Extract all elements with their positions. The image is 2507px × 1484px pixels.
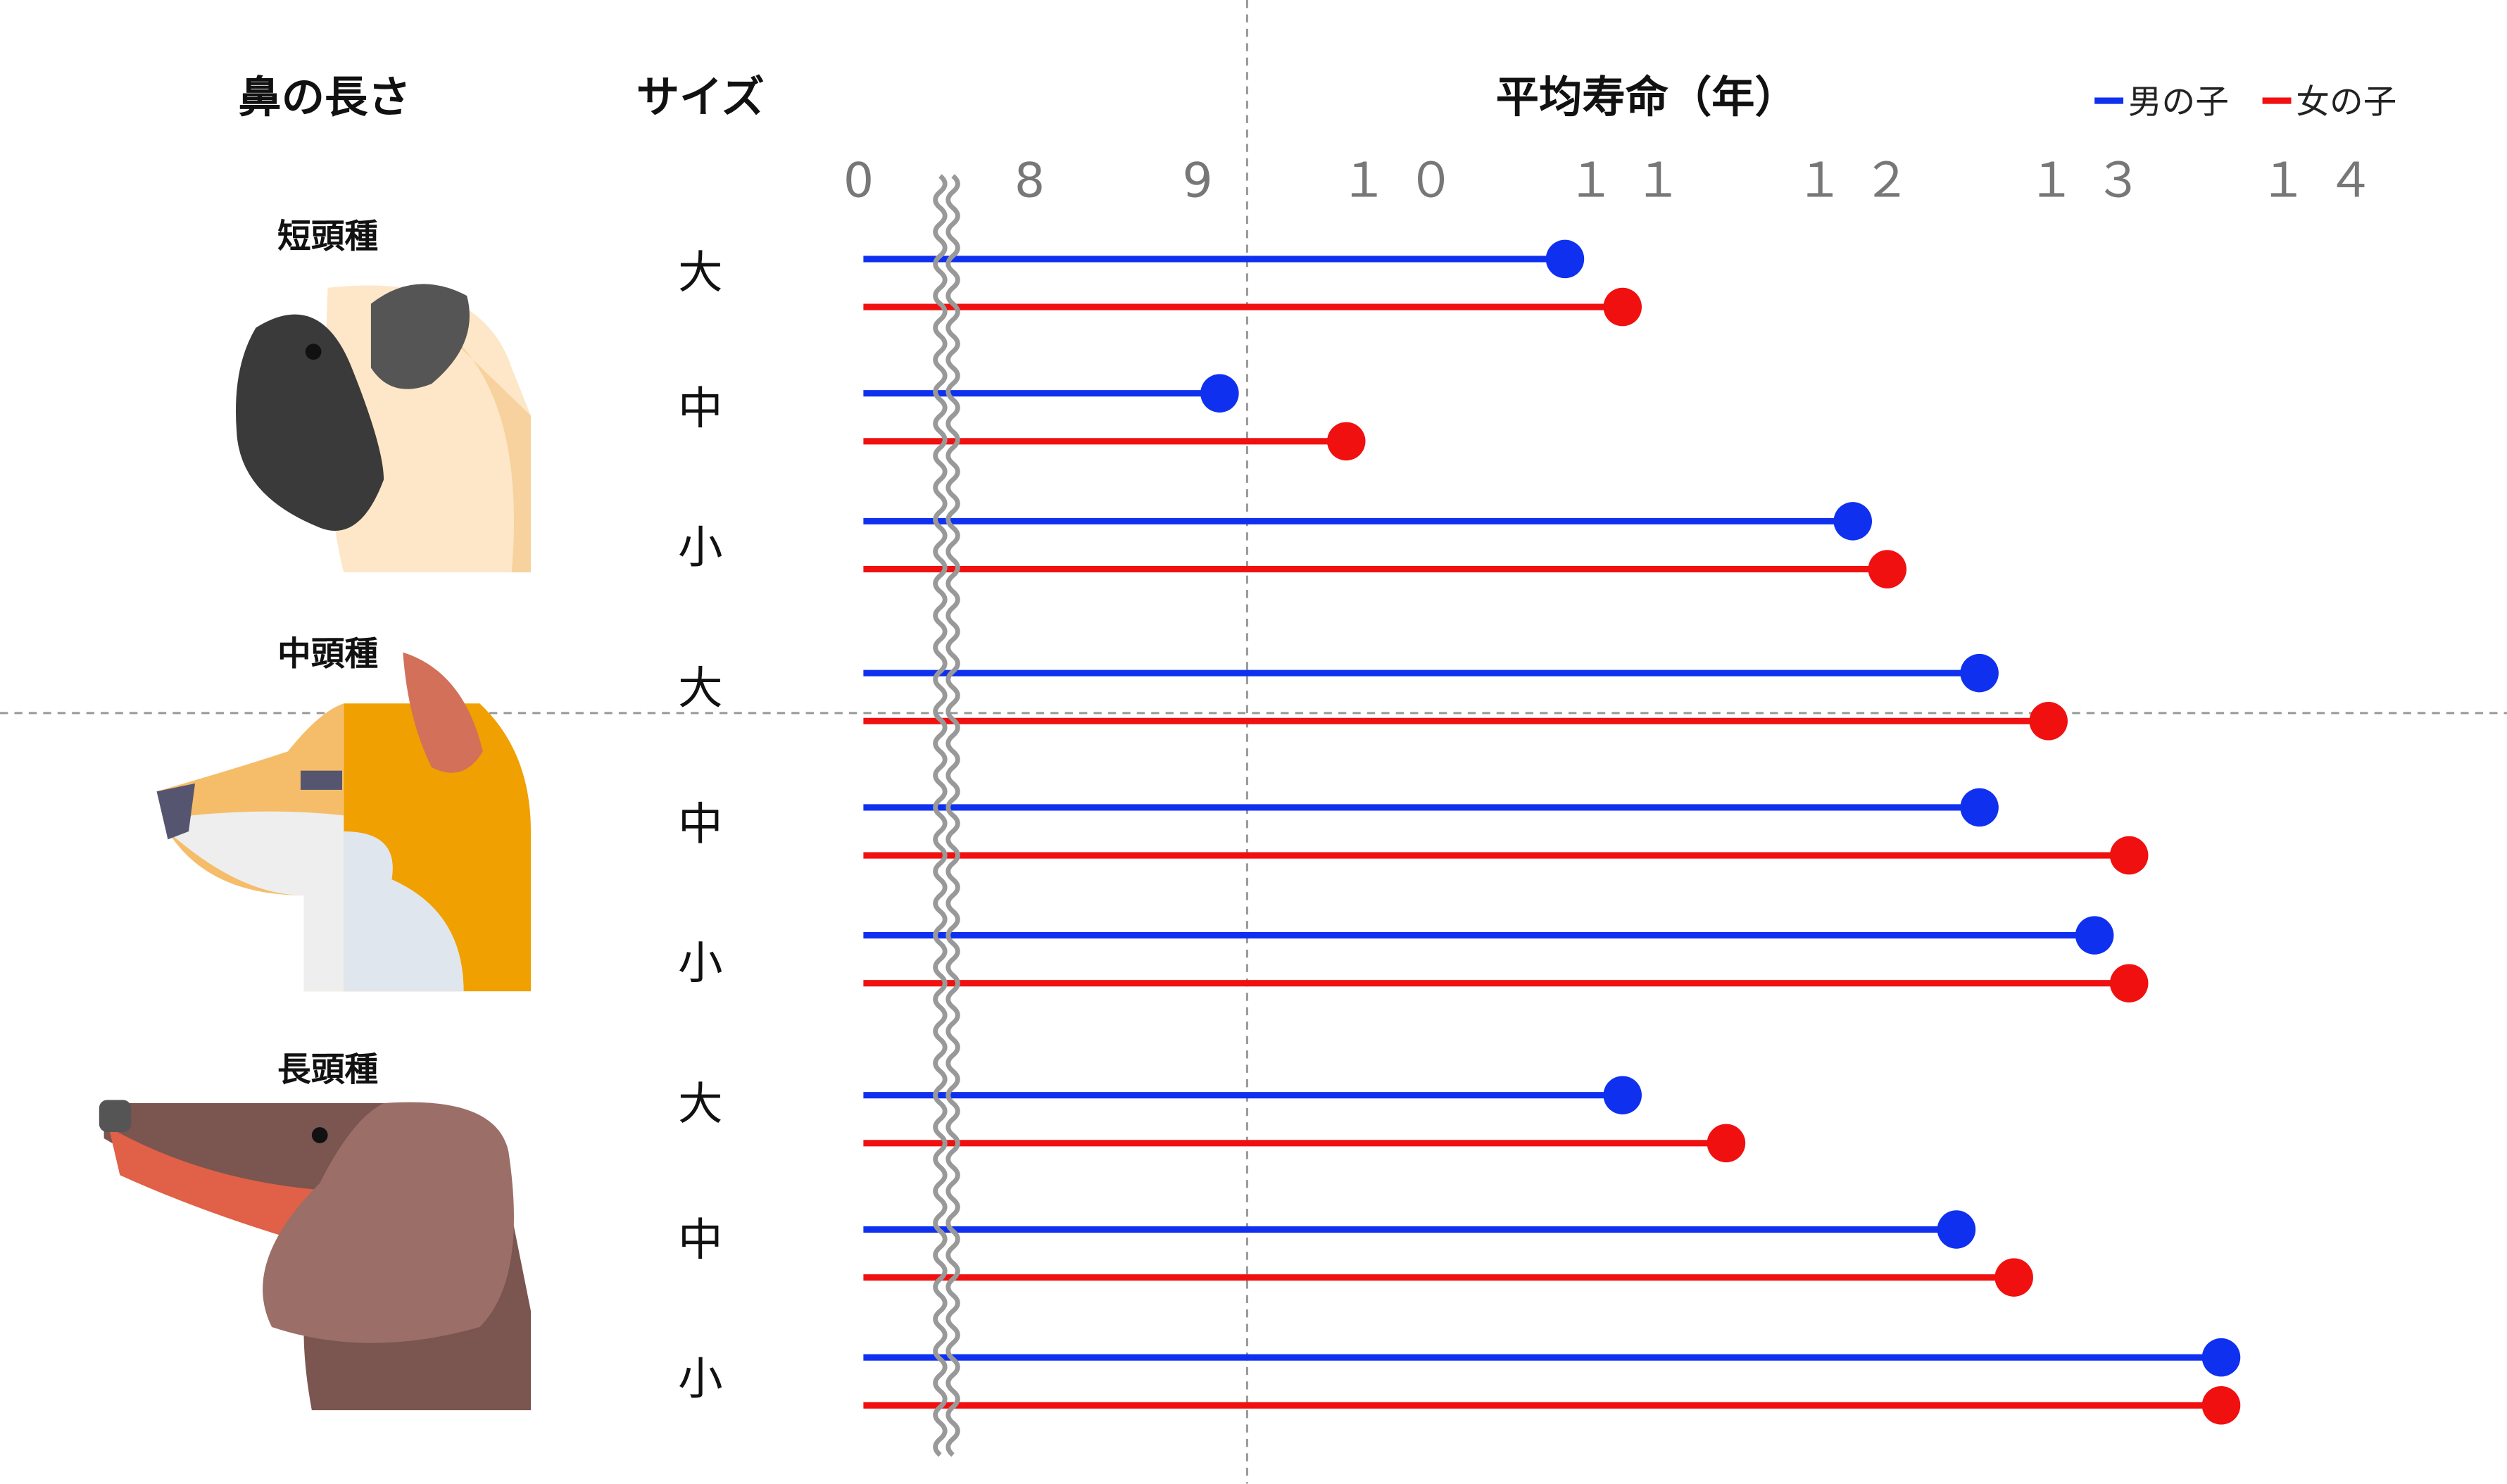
male-lollipop-point <box>1960 788 1999 827</box>
legend-label-female: 女の子 <box>2296 83 2396 122</box>
female-lollipop-point <box>2201 1386 2241 1425</box>
x-tick-label: １２ <box>1795 153 1930 208</box>
female-lollipop-point <box>1327 422 1366 461</box>
male-lollipop-point <box>1200 374 1239 413</box>
axis-break-line <box>933 174 948 1457</box>
chart-title: 平均寿命（年） <box>1496 73 1798 122</box>
long-nose-dog-icon <box>99 1100 532 1411</box>
male-lollipop-point <box>1960 653 1999 693</box>
header-size: サイズ <box>636 73 765 122</box>
x-tick-label: １１ <box>1567 153 1702 208</box>
medium-nose-dog-icon <box>156 652 532 992</box>
female-lollipop-point <box>1868 550 1907 589</box>
size-label: 大 <box>678 662 723 714</box>
male-lollipop-point <box>1937 1210 1976 1249</box>
size-label: 小 <box>678 521 723 573</box>
size-label: 大 <box>678 1078 723 1130</box>
group-label-medium: 中頭種 <box>277 635 378 674</box>
short-nose-dog-icon <box>235 284 532 573</box>
female-lollipop-point <box>1603 287 1642 327</box>
female-lollipop-point <box>2029 702 2068 741</box>
male-lollipop-point <box>1603 1076 1642 1114</box>
legend: 男の子 女の子 <box>2094 83 2396 122</box>
female-lollipop-point <box>2109 836 2149 875</box>
x-tick-label: 0 <box>843 153 893 208</box>
x-tick-label: 8 <box>1014 153 1064 208</box>
male-lollipop-point <box>1545 239 1585 279</box>
male-lollipop-point <box>2075 916 2114 955</box>
size-label: 小 <box>678 937 723 989</box>
header-nose-length: 鼻の長さ <box>238 73 410 122</box>
male-lollipop-point <box>2201 1338 2241 1377</box>
size-label: 小 <box>678 1352 723 1404</box>
female-lollipop-point <box>2109 964 2149 1002</box>
size-label: 中 <box>678 798 723 850</box>
axis-break-line <box>945 174 960 1457</box>
female-lollipop-point <box>1994 1258 2033 1297</box>
size-label: 中 <box>678 1214 723 1266</box>
x-tick-label: １３ <box>2028 153 2162 208</box>
x-tick-label: １０ <box>1340 153 1474 208</box>
male-lollipop-point <box>1833 502 1873 541</box>
group-label-short: 短頭種 <box>277 218 378 256</box>
x-tick-label: 9 <box>1182 153 1232 208</box>
x-tick-label: １４ <box>2259 153 2394 208</box>
legend-label-male: 男の子 <box>2128 83 2229 122</box>
size-label: 中 <box>678 382 723 434</box>
size-label: 大 <box>678 246 723 298</box>
female-lollipop-point <box>1707 1124 1746 1163</box>
group-label-long: 長頭種 <box>277 1050 378 1089</box>
